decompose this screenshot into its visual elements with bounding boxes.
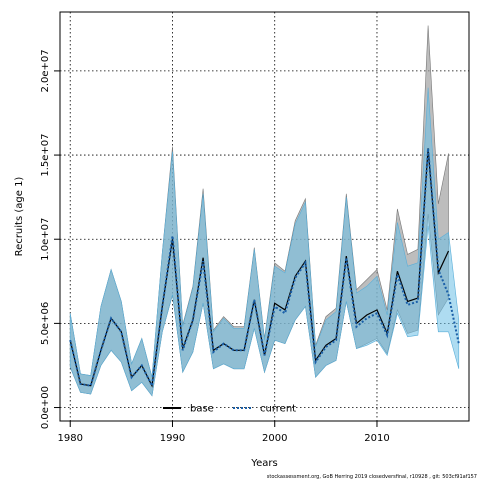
y-tick-label-0: 0.0e+00 bbox=[40, 386, 51, 429]
legend-label-current: current bbox=[260, 404, 296, 415]
x-tick-label-1980: 1980 bbox=[57, 433, 82, 444]
confidence-bands bbox=[69, 25, 460, 397]
x-tick-label-1990: 1990 bbox=[160, 433, 185, 444]
x-axis-title: Years bbox=[250, 458, 277, 469]
legend: base current bbox=[163, 404, 296, 415]
y-tick-label-5000000: 5.0e+06 bbox=[40, 302, 51, 345]
legend-label-base: base bbox=[190, 404, 214, 415]
x-tick-label-2000: 2000 bbox=[262, 433, 287, 444]
x-tick-label-2010: 2010 bbox=[364, 433, 389, 444]
y-tick-label-10000000: 1.0e+07 bbox=[40, 218, 51, 261]
confidence-band-current bbox=[69, 87, 460, 397]
series-line-current bbox=[69, 148, 460, 390]
y-tick-label-20000000: 2.0e+07 bbox=[40, 49, 51, 92]
grid-lines bbox=[60, 12, 469, 421]
y-axis-title: Recruits (age 1) bbox=[14, 177, 25, 257]
series-lines bbox=[69, 148, 460, 390]
footer-credit: stockassessment.org, GoB Herring 2019 cl… bbox=[267, 474, 477, 480]
y-axis: 0.0e+00 5.0e+06 1.0e+07 1.5e+07 2.0e+07 bbox=[40, 49, 60, 429]
y-tick-label-15000000: 1.5e+07 bbox=[40, 133, 51, 176]
x-axis: 1980 1990 2000 2010 bbox=[57, 420, 390, 444]
